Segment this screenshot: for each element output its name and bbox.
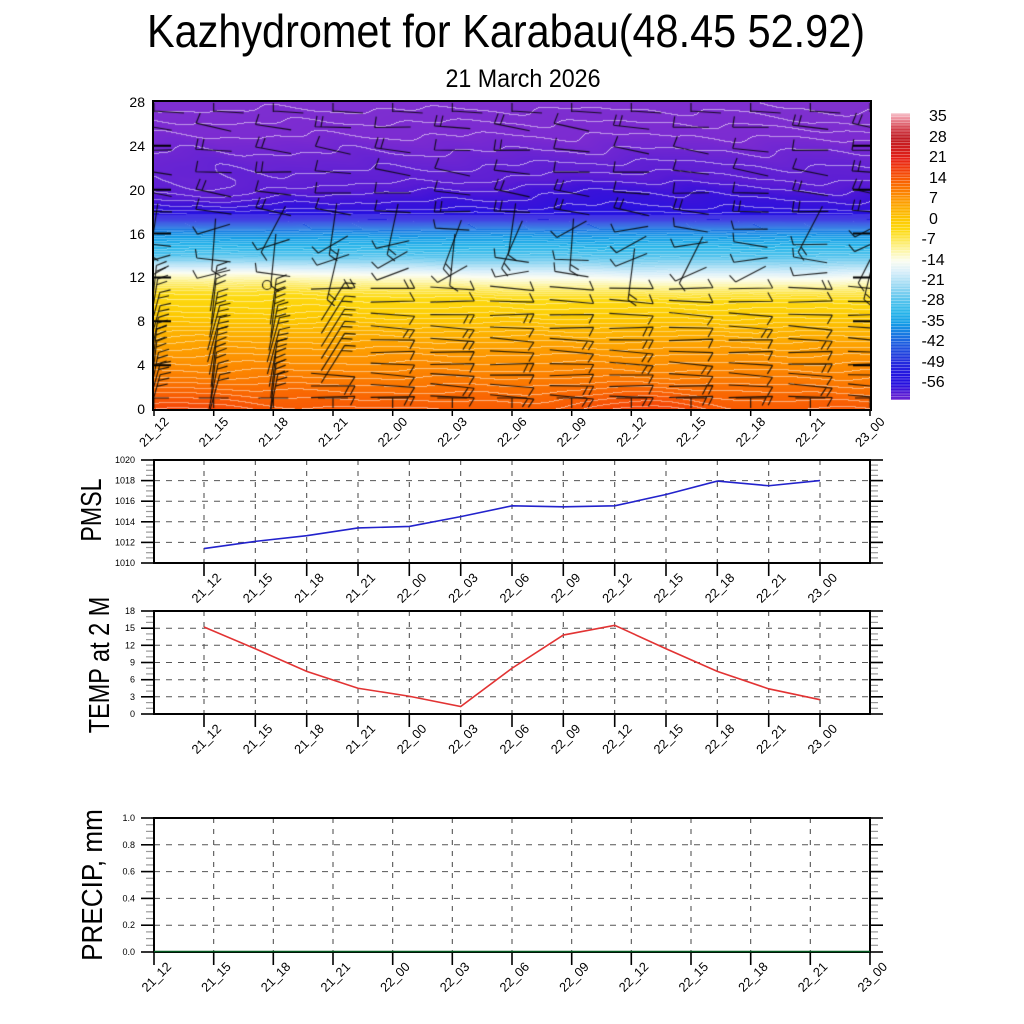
svg-text:23_00: 23_00	[804, 570, 840, 606]
svg-text:22_09: 22_09	[548, 570, 584, 606]
svg-text:21_15: 21_15	[240, 570, 276, 606]
svg-text:21_18: 21_18	[258, 959, 294, 995]
svg-text:21_21: 21_21	[342, 570, 378, 606]
svg-text:22_21: 22_21	[795, 959, 831, 995]
svg-text:22_12: 22_12	[599, 570, 635, 606]
svg-text:21_21: 21_21	[315, 414, 351, 450]
svg-text:22_09: 22_09	[556, 959, 592, 995]
svg-text:22_09: 22_09	[554, 414, 590, 450]
svg-text:21_18: 21_18	[291, 721, 327, 757]
svg-text:22_12: 22_12	[599, 721, 635, 757]
svg-text:0: 0	[130, 709, 135, 719]
svg-text:22_03: 22_03	[445, 721, 481, 757]
svg-text:21_18: 21_18	[255, 414, 291, 450]
svg-text:21_12: 21_12	[136, 414, 172, 450]
svg-text:22_18: 22_18	[735, 959, 771, 995]
svg-text:1012: 1012	[115, 537, 135, 547]
svg-text:22_00: 22_00	[375, 414, 411, 450]
svg-text:22_03: 22_03	[434, 414, 470, 450]
svg-text:23_00: 23_00	[852, 414, 888, 450]
svg-text:21_21: 21_21	[342, 721, 378, 757]
svg-text:1010: 1010	[115, 558, 135, 568]
svg-text:22_15: 22_15	[650, 570, 686, 606]
svg-text:12: 12	[125, 640, 135, 650]
svg-text:PRECIP, mm: PRECIP, mm	[76, 809, 109, 961]
svg-text:0.8: 0.8	[122, 840, 135, 850]
svg-text:1014: 1014	[115, 517, 135, 527]
svg-text:21_15: 21_15	[196, 414, 232, 450]
svg-text:9: 9	[130, 658, 135, 668]
svg-text:22_18: 22_18	[702, 721, 738, 757]
svg-text:22_15: 22_15	[673, 414, 709, 450]
svg-text:21_12: 21_12	[138, 959, 174, 995]
svg-text:22_00: 22_00	[394, 721, 430, 757]
svg-text:22_21: 22_21	[792, 414, 828, 450]
svg-text:22_15: 22_15	[650, 721, 686, 757]
svg-text:1020: 1020	[115, 455, 135, 465]
svg-text:22_18: 22_18	[702, 570, 738, 606]
svg-text:0.2: 0.2	[122, 920, 135, 930]
svg-text:22_12: 22_12	[616, 959, 652, 995]
svg-text:21_18: 21_18	[291, 570, 327, 606]
svg-text:6: 6	[130, 675, 135, 685]
svg-text:23_00: 23_00	[804, 721, 840, 757]
svg-text:21_21: 21_21	[317, 959, 353, 995]
svg-text:1016: 1016	[115, 496, 135, 506]
svg-text:22_21: 22_21	[753, 570, 789, 606]
svg-text:22_21: 22_21	[753, 721, 789, 757]
svg-text:18: 18	[125, 606, 135, 616]
svg-text:22_06: 22_06	[496, 570, 532, 606]
svg-text:21_12: 21_12	[188, 721, 224, 757]
svg-text:22_06: 22_06	[496, 959, 532, 995]
svg-text:22_12: 22_12	[613, 414, 649, 450]
svg-text:22_03: 22_03	[437, 959, 473, 995]
svg-text:23_00: 23_00	[854, 959, 890, 995]
svg-text:22_00: 22_00	[377, 959, 413, 995]
svg-text:1.0: 1.0	[122, 813, 135, 823]
svg-text:22_00: 22_00	[394, 570, 430, 606]
svg-text:TEMP at 2 M: TEMP at 2 M	[83, 597, 116, 734]
svg-text:3: 3	[130, 692, 135, 702]
svg-text:21_15: 21_15	[198, 959, 234, 995]
svg-text:22_18: 22_18	[733, 414, 769, 450]
svg-text:22_06: 22_06	[496, 721, 532, 757]
svg-text:0.4: 0.4	[122, 893, 135, 903]
svg-text:22_09: 22_09	[548, 721, 584, 757]
svg-text:21_12: 21_12	[188, 570, 224, 606]
svg-text:0.6: 0.6	[122, 867, 135, 877]
svg-text:22_15: 22_15	[675, 959, 711, 995]
svg-text:1018: 1018	[115, 476, 135, 486]
svg-text:22_06: 22_06	[494, 414, 530, 450]
svg-text:15: 15	[125, 623, 135, 633]
svg-text:21_15: 21_15	[240, 721, 276, 757]
svg-text:22_03: 22_03	[445, 570, 481, 606]
svg-text:0.0: 0.0	[122, 947, 135, 957]
svg-text:PMSL: PMSL	[74, 478, 107, 541]
